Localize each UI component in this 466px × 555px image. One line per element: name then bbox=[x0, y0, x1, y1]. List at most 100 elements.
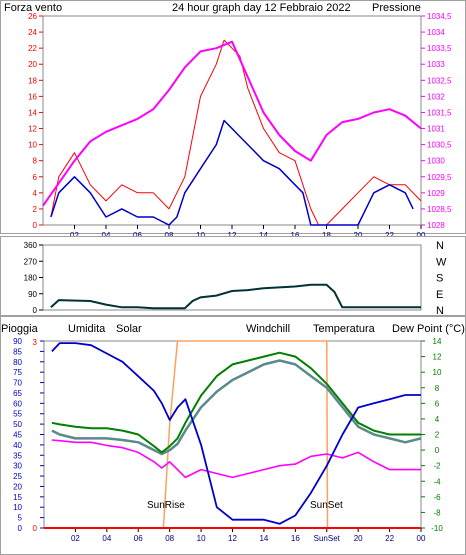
hour-tick-label: 00 bbox=[417, 231, 426, 240]
wind-direction-line bbox=[50, 283, 421, 310]
wind-direction-plot-area bbox=[42, 244, 422, 311]
hour-tick-label: 16 bbox=[291, 231, 300, 240]
wind-direction-ticks: 0 N 90 E 180 S 270 W 360 N bbox=[24, 240, 447, 317]
label-rain: Pioggia bbox=[1, 323, 39, 335]
humidity-tick-label: 90 bbox=[13, 337, 22, 346]
humidity-tick-label: 40 bbox=[13, 441, 22, 450]
wind-tick-label: 8 bbox=[33, 157, 38, 166]
temperature-tick-label: -10 bbox=[431, 524, 443, 533]
humidity-tick-label: 0 bbox=[18, 524, 23, 533]
pressure-tick-label: 1031 bbox=[427, 125, 445, 134]
hour-tick-label: 10 bbox=[196, 231, 205, 240]
hour-tick-label: 22 bbox=[385, 534, 394, 543]
humidity-tick-label: 35 bbox=[13, 451, 22, 460]
wind-tick-label: 12 bbox=[28, 125, 37, 134]
wind-pressure-plot-area bbox=[42, 15, 422, 226]
pressure-tick-label: 1032 bbox=[427, 92, 445, 101]
humidity-tick-label: 15 bbox=[13, 493, 22, 502]
temperature-tick-label: 12 bbox=[433, 353, 442, 362]
humidity-tick-label: 75 bbox=[13, 368, 22, 377]
temperature-tick-label: 14 bbox=[433, 337, 442, 346]
hour-tick-label: 22 bbox=[385, 231, 394, 240]
hour-tick-label: 04 bbox=[102, 231, 111, 240]
pressure-axis-label: Pressione bbox=[372, 2, 421, 14]
pressure-tick-label: 1032,5 bbox=[427, 76, 452, 85]
label-humidity: Umidita bbox=[68, 323, 106, 335]
pressure-tick-label: 1030,5 bbox=[427, 141, 452, 150]
label-temperature: Temperatura bbox=[313, 323, 376, 335]
temperature-tick-label: 4 bbox=[435, 415, 440, 424]
wind-speed-line bbox=[50, 39, 422, 226]
wind-direction-lines bbox=[50, 283, 421, 310]
hour-tick-label: 20 bbox=[354, 231, 363, 240]
label-windchill: Windchill bbox=[246, 323, 290, 335]
weather-lines bbox=[44, 340, 422, 529]
pressure-tick-label: 1030 bbox=[427, 157, 445, 166]
humidity-tick-label: 65 bbox=[13, 389, 22, 398]
compass-tick-label: S bbox=[436, 273, 443, 285]
temperature-tick-label: -4 bbox=[433, 477, 441, 486]
direction-tick-label: 180 bbox=[24, 274, 38, 283]
hour-tick-label: 06 bbox=[133, 231, 142, 240]
humidity-tick-label: 10 bbox=[13, 503, 22, 512]
wind-tick-label: 14 bbox=[28, 108, 37, 117]
humidity-tick-label: 30 bbox=[13, 462, 22, 471]
humidity-tick-label: 45 bbox=[13, 431, 22, 440]
hour-tick-label: 18 bbox=[322, 231, 331, 240]
wind-pressure-ticks: 0246810121416182022242610281028,51029102… bbox=[28, 12, 452, 240]
rain-tick-label: 3 bbox=[33, 338, 38, 347]
humidity-tick-label: 20 bbox=[13, 482, 22, 491]
humidity-tick-label: 60 bbox=[13, 399, 22, 408]
humidity-tick-label: 25 bbox=[13, 472, 22, 481]
temperature-tick-label: 10 bbox=[433, 368, 442, 377]
humidity-tick-label: 5 bbox=[18, 514, 23, 523]
compass-tick-label: N bbox=[436, 240, 444, 252]
wind-tick-label: 4 bbox=[33, 189, 38, 198]
hour-tick-label: SunSet bbox=[314, 534, 341, 543]
wind-pressure-lines bbox=[42, 39, 422, 226]
hour-tick-label: 14 bbox=[259, 231, 268, 240]
humidity-tick-label: 55 bbox=[13, 410, 22, 419]
wind-tick-label: 2 bbox=[33, 205, 38, 214]
hour-tick-label: 12 bbox=[228, 231, 237, 240]
humidity-tick-label: 70 bbox=[13, 379, 22, 388]
wind-tick-label: 24 bbox=[28, 28, 37, 37]
hour-tick-label: 00 bbox=[417, 534, 426, 543]
pressure-tick-label: 1031,5 bbox=[427, 108, 452, 117]
pressure-line bbox=[42, 40, 422, 207]
hour-tick-label: 20 bbox=[354, 534, 363, 543]
temperature-tick-label: 8 bbox=[435, 384, 440, 393]
compass-tick-label: W bbox=[436, 256, 447, 268]
wind-tick-label: 26 bbox=[28, 12, 37, 21]
hour-tick-label: 12 bbox=[228, 534, 237, 543]
pressure-tick-label: 1029 bbox=[427, 189, 445, 198]
direction-tick-label: 360 bbox=[24, 241, 38, 250]
hour-tick-label: 02 bbox=[71, 534, 80, 543]
chart-title: 24 hour graph day 12 Febbraio 2022 bbox=[172, 2, 351, 14]
pressure-tick-label: 1028 bbox=[427, 221, 445, 230]
wind-tick-label: 0 bbox=[33, 221, 38, 230]
humidity-tick-label: 80 bbox=[13, 358, 22, 367]
temperature-tick-label: -8 bbox=[433, 508, 441, 517]
wind-tick-label: 20 bbox=[28, 60, 37, 69]
pressure-tick-label: 1029,5 bbox=[427, 173, 452, 182]
wind-tick-label: 10 bbox=[28, 141, 37, 150]
wind-tick-label: 18 bbox=[28, 76, 37, 85]
dew-point-line bbox=[51, 439, 421, 479]
hour-tick-label: 04 bbox=[102, 534, 111, 543]
wind-tick-label: 22 bbox=[28, 44, 37, 53]
compass-tick-label: E bbox=[436, 289, 443, 301]
wind-tick-label: 16 bbox=[28, 92, 37, 101]
temperature-tick-label: 6 bbox=[435, 399, 440, 408]
pressure-tick-label: 1034 bbox=[427, 28, 445, 37]
pressure-tick-label: 1034,5 bbox=[427, 12, 452, 21]
rain-tick-label: 0 bbox=[33, 524, 38, 533]
pressure-tick-label: 1028,5 bbox=[427, 205, 452, 214]
wind-axis-label: Forza vento bbox=[4, 2, 62, 14]
sunset-label: SunSet bbox=[310, 500, 343, 511]
direction-tick-label: 270 bbox=[24, 257, 38, 266]
direction-tick-label: 0 bbox=[33, 306, 38, 315]
